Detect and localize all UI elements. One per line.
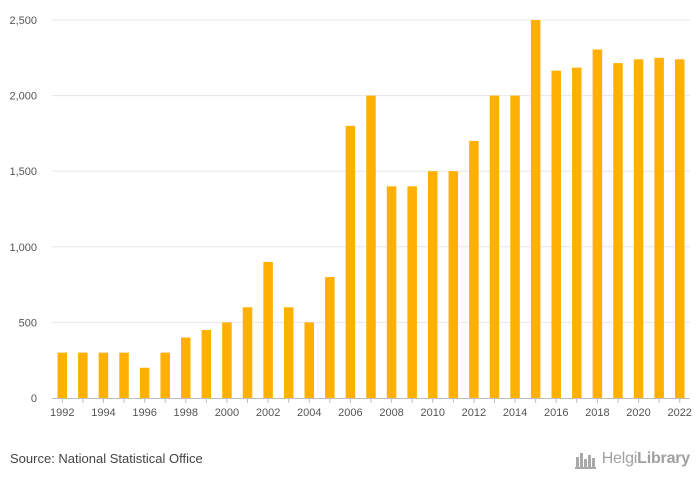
x-axis	[52, 398, 690, 403]
bar-1996	[139, 367, 150, 398]
bar-2010	[427, 171, 438, 398]
x-tick-label: 2012	[462, 407, 486, 419]
bar-2016	[551, 70, 561, 399]
x-tick-label: 2018	[585, 407, 609, 419]
bar-2011	[448, 171, 459, 398]
bar-2017	[572, 67, 582, 398]
helgi-library-wordmark: HelgiLibrary	[601, 450, 691, 468]
logo-text-bold: Library	[637, 450, 690, 467]
x-tick-label: 1998	[174, 407, 198, 419]
bar-2004	[304, 322, 315, 398]
bars	[57, 20, 685, 399]
y-tick-label: 2,500	[9, 15, 37, 27]
x-tick-label: 2022	[667, 407, 691, 419]
y-tick-label: 1,000	[9, 242, 37, 254]
bar-1995	[119, 352, 129, 398]
y-axis-tick-labels: 0 500 1,000 1,500 2,000 2,500	[9, 15, 37, 405]
x-tick-label: 2020	[626, 407, 650, 419]
x-tick-label: 2006	[338, 407, 362, 419]
x-tick-label: 1994	[91, 407, 115, 419]
bar-2002	[263, 261, 273, 398]
y-tick-label: 1,500	[9, 166, 37, 178]
bar-2005	[325, 277, 335, 398]
bar-1997	[160, 352, 170, 398]
bar-2012	[469, 140, 479, 398]
chart-area: 0 500 1,000 1,500 2,000 2,500 1992 1994 1996 199…	[9, 15, 692, 419]
source-note: Source: National Statistical Office	[10, 451, 203, 466]
y-tick-label: 0	[31, 393, 37, 405]
bar-2007	[366, 95, 376, 398]
bar-1998	[181, 337, 191, 398]
x-tick-label: 2002	[256, 407, 280, 419]
bar-2020	[633, 59, 644, 399]
bar-1993	[78, 352, 88, 398]
bar-2014	[510, 95, 520, 398]
bar-2013	[489, 95, 500, 398]
bar-2006	[345, 125, 356, 398]
helgi-library-logo: HelgiLibrary	[574, 446, 691, 472]
x-tick-label: 2008	[379, 407, 403, 419]
bar-2003	[283, 307, 294, 398]
bar-2015	[530, 20, 541, 398]
x-axis-tick-labels: 1992 1994 1996 1998 2000 2002 2004 2006 2008 2010…	[50, 407, 692, 419]
x-tick-label: 2014	[503, 407, 527, 419]
x-tick-label: 2010	[420, 407, 444, 419]
bar-2008	[386, 186, 397, 398]
bar-2000	[222, 322, 232, 398]
x-tick-label: 2000	[215, 407, 239, 419]
y-tick-label: 2,000	[9, 91, 37, 103]
logo-text-regular: Helgi	[601, 450, 638, 467]
bar-1994	[98, 352, 109, 398]
bar-2021	[654, 57, 664, 399]
bar-1999	[201, 329, 212, 398]
x-tick-label: 2004	[297, 407, 321, 419]
x-tick-label: 1992	[50, 407, 74, 419]
helgi-library-logo-icon	[574, 453, 596, 469]
x-tick-label: 2016	[544, 407, 568, 419]
bar-2009	[407, 186, 417, 398]
bar-2018	[592, 49, 603, 398]
y-tick-label: 500	[19, 317, 37, 329]
x-tick-label: 1996	[132, 407, 156, 419]
bar-2001	[242, 307, 253, 398]
bar-1992	[57, 352, 68, 398]
bar-2022	[674, 59, 685, 399]
bar-2019	[613, 63, 623, 399]
